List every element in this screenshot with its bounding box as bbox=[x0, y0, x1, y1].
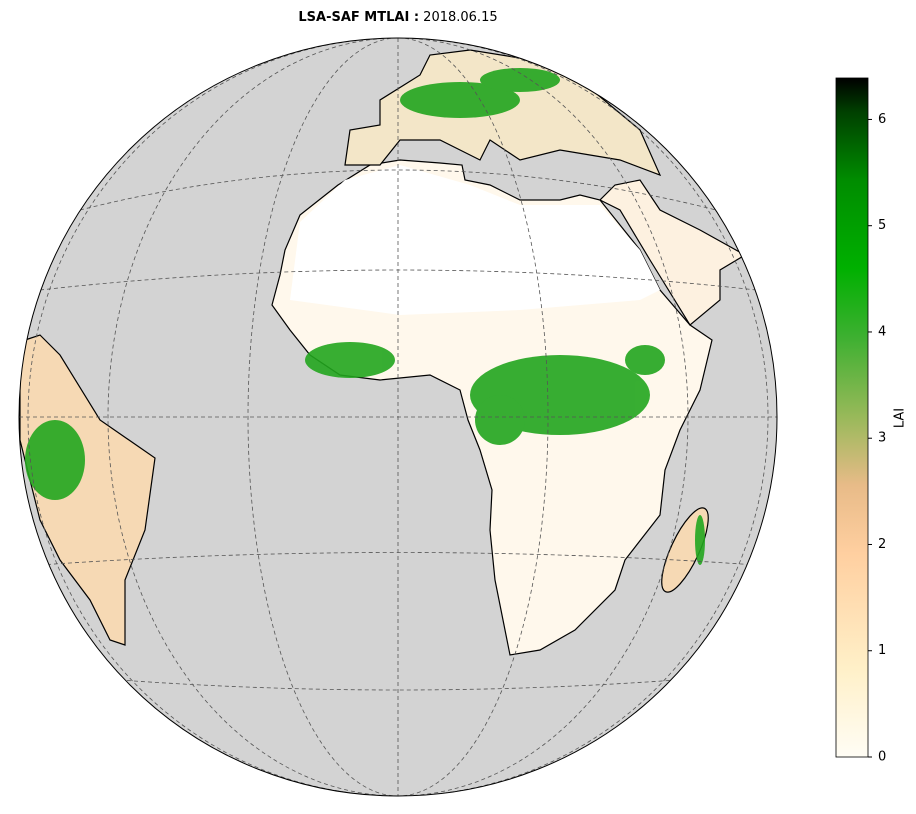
colorbar-tick-label: 5 bbox=[878, 218, 886, 233]
colorbar-tick-label: 0 bbox=[878, 750, 886, 765]
colorbar-label: LAI bbox=[893, 408, 908, 428]
colorbar-tick-label: 2 bbox=[878, 537, 886, 552]
map-title: LSA-SAF MTLAI : 2018.06.15 bbox=[298, 10, 497, 25]
graticule bbox=[19, 38, 777, 796]
colorbar-tick-label: 6 bbox=[878, 112, 886, 127]
sahara bbox=[290, 165, 660, 315]
title-date: 2018.06.15 bbox=[423, 10, 497, 25]
colorbar bbox=[835, 77, 869, 758]
title-product: LSA-SAF MTLAI : bbox=[298, 10, 419, 25]
colorbar-tick-label: 4 bbox=[878, 324, 886, 339]
vegetation bbox=[25, 68, 705, 565]
globe-outline bbox=[18, 37, 778, 797]
arabia bbox=[598, 179, 747, 326]
colorbar-tick-label: 1 bbox=[878, 643, 886, 658]
colorbar-tick-label: 3 bbox=[878, 431, 886, 446]
